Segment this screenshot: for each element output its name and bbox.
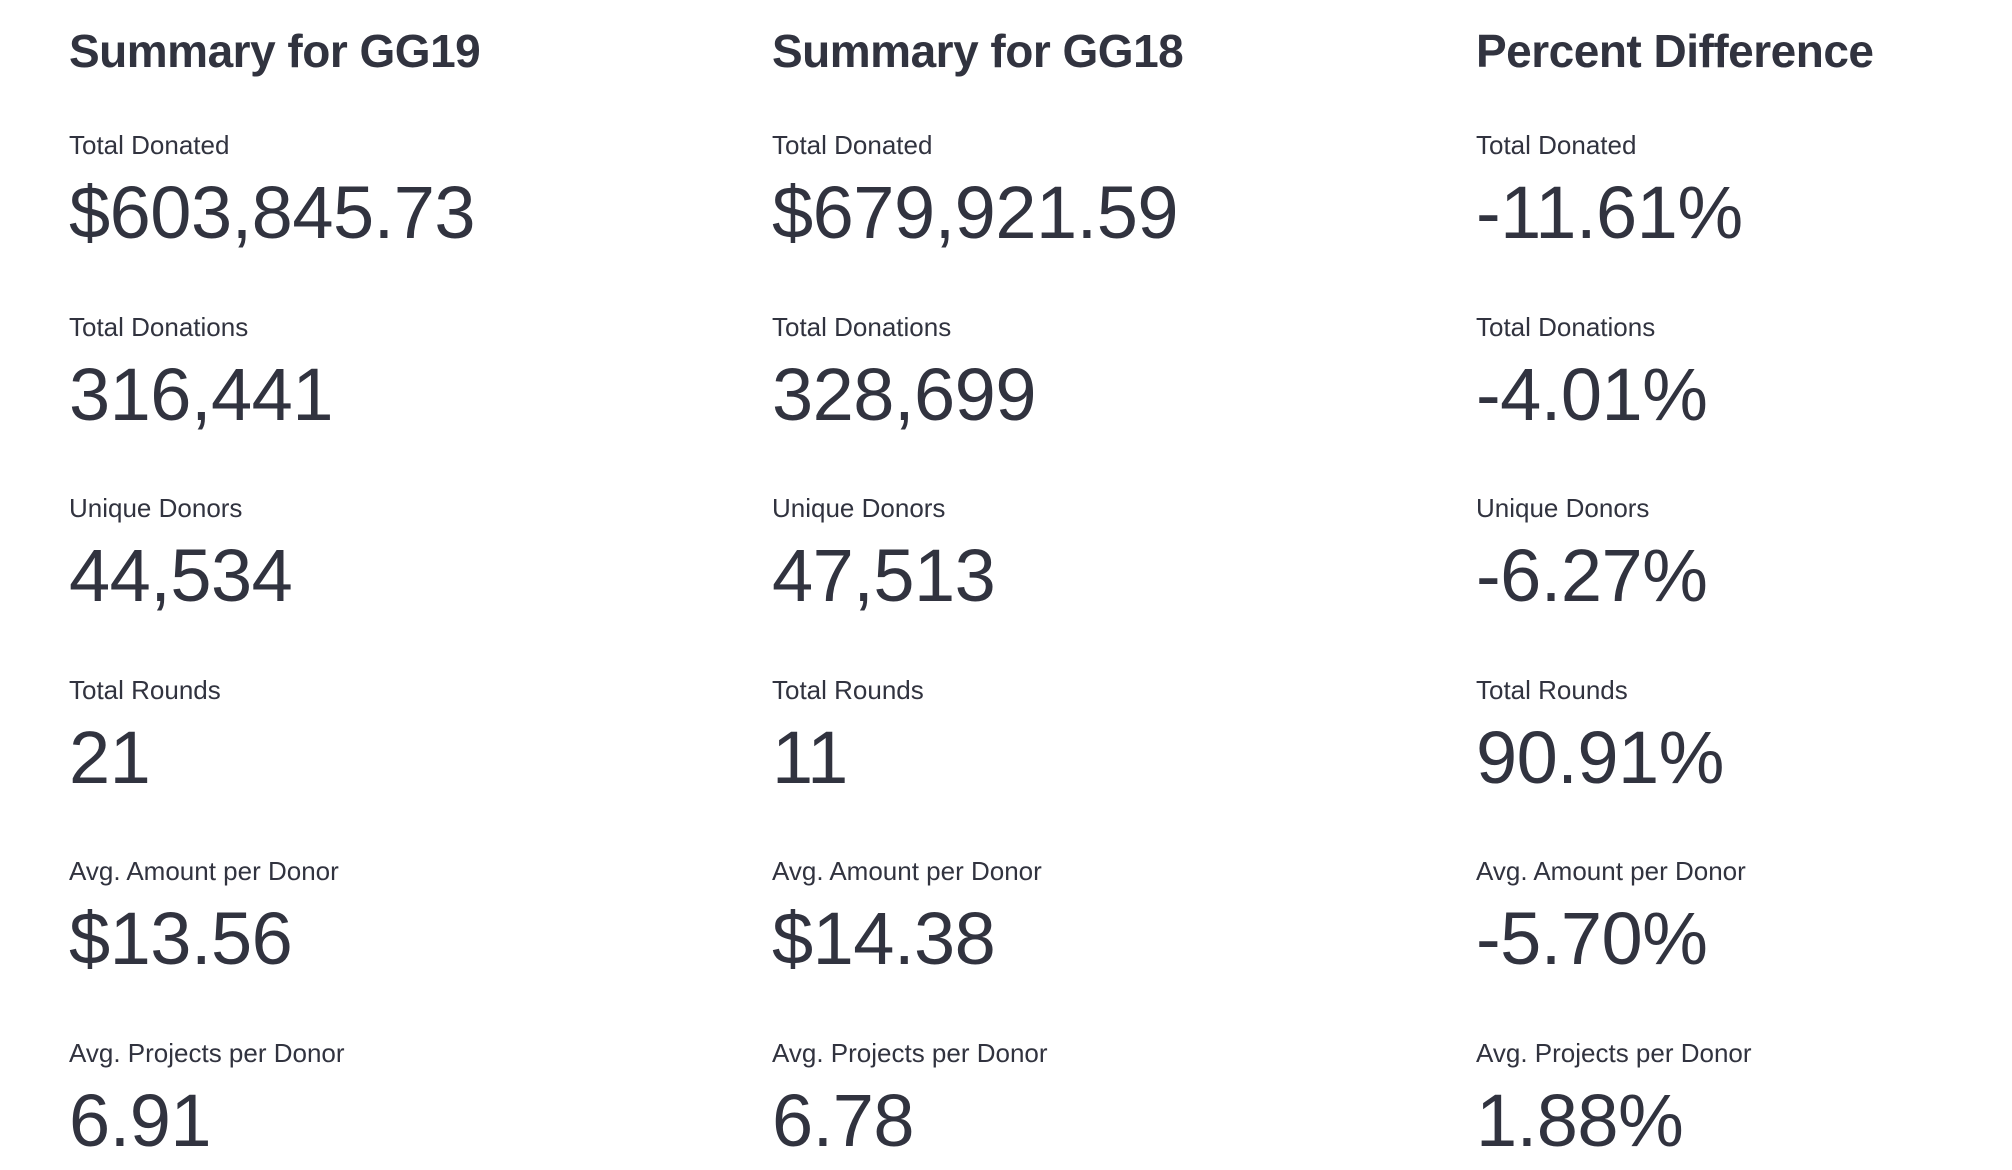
metric-value: 328,699 bbox=[772, 352, 1037, 436]
metric-value: $679,921.59 bbox=[772, 171, 1179, 254]
metric-label: Avg. Amount per Donor bbox=[772, 856, 1042, 886]
metric-label: Total Donations bbox=[772, 311, 952, 342]
metric-label: Avg. Projects per Donor bbox=[69, 1037, 345, 1068]
column-title: Summary for GG19 bbox=[69, 25, 481, 77]
metric-label: Unique Donors bbox=[1476, 493, 1650, 523]
metric-label: Unique Donors bbox=[69, 493, 243, 523]
metric-value: -4.01% bbox=[1476, 352, 1708, 436]
metric-label: Avg. Amount per Donor bbox=[69, 856, 339, 886]
metric-value: 1.88% bbox=[1476, 1078, 1684, 1162]
column-title: Summary for GG18 bbox=[772, 25, 1184, 77]
summary-column: Percent Difference Total Donated -11.61% To… bbox=[1476, 0, 2012, 1170]
metric-label: Avg. Amount per Donor bbox=[1476, 856, 1746, 886]
metric-label: Avg. Projects per Donor bbox=[772, 1037, 1048, 1068]
metric-label: Total Rounds bbox=[69, 674, 221, 705]
metric-label: Total Donated bbox=[772, 130, 933, 160]
metric-value: -5.70% bbox=[1476, 897, 1708, 980]
metric-label: Avg. Projects per Donor bbox=[1476, 1037, 1752, 1068]
metric-value: 316,441 bbox=[69, 352, 334, 436]
metric-value: -11.61% bbox=[1476, 171, 1743, 254]
metric-value: 44,534 bbox=[69, 534, 293, 617]
summary-column: Summary for GG19 Total Donated $603,845.73… bbox=[69, 0, 709, 1170]
metric-label: Total Rounds bbox=[772, 674, 924, 705]
metric-value: $603,845.73 bbox=[69, 171, 476, 254]
metric-value: -6.27% bbox=[1476, 534, 1708, 617]
metric-value: $14.38 bbox=[772, 897, 996, 980]
metric-value: $13.56 bbox=[69, 897, 293, 980]
column-title: Percent Difference bbox=[1476, 25, 1874, 77]
metric-label: Total Rounds bbox=[1476, 674, 1628, 705]
metric-label: Total Donations bbox=[1476, 311, 1656, 342]
metric-label: Total Donated bbox=[69, 130, 230, 160]
metric-label: Total Donations bbox=[69, 311, 249, 342]
metric-value: 11 bbox=[772, 715, 848, 799]
metric-value: 90.91% bbox=[1476, 715, 1724, 799]
metric-value: 6.91 bbox=[69, 1078, 212, 1162]
summary-column: Summary for GG18 Total Donated $679,921.59… bbox=[772, 0, 1412, 1170]
metric-value: 6.78 bbox=[772, 1078, 915, 1162]
metric-label: Unique Donors bbox=[772, 493, 946, 523]
metric-label: Total Donated bbox=[1476, 130, 1637, 160]
metric-value: 47,513 bbox=[772, 534, 996, 617]
metric-value: 21 bbox=[69, 715, 151, 799]
